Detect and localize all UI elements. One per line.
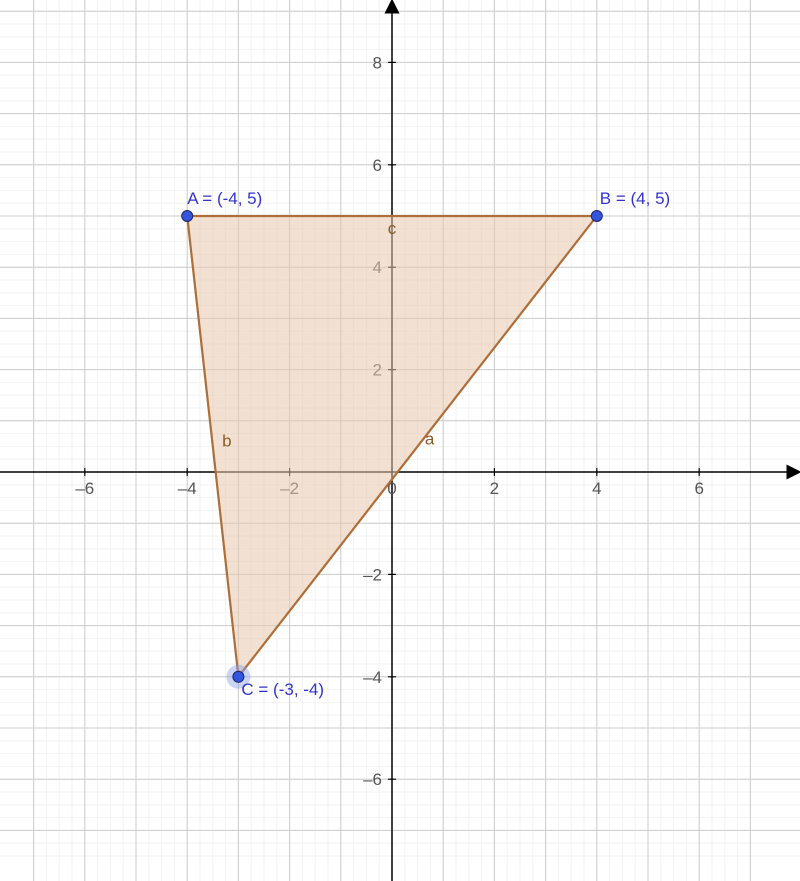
y-tick-label: –4 [363, 668, 382, 687]
side-label-a: a [425, 429, 435, 448]
point-B[interactable] [591, 211, 602, 222]
point-label-A: A = (-4, 5) [187, 189, 262, 208]
side-label-c: c [388, 219, 397, 238]
point-label-B: B = (4, 5) [600, 189, 670, 208]
coordinate-plot[interactable]: –6–4–20246–6–4–22468cabA = (-4, 5)B = (4… [0, 0, 800, 881]
x-tick-label: 2 [490, 479, 499, 498]
y-tick-label: 6 [373, 156, 382, 175]
side-label-b: b [222, 431, 231, 450]
point-label-C: C = (-3, -4) [241, 680, 324, 699]
y-tick-label: 8 [373, 53, 382, 72]
x-tick-label: 6 [694, 479, 703, 498]
x-tick-label: –6 [75, 479, 94, 498]
x-tick-label: 4 [592, 479, 601, 498]
x-tick-label: –4 [178, 479, 197, 498]
point-A[interactable] [182, 211, 193, 222]
y-tick-label: –2 [363, 565, 382, 584]
y-tick-label: –6 [363, 770, 382, 789]
